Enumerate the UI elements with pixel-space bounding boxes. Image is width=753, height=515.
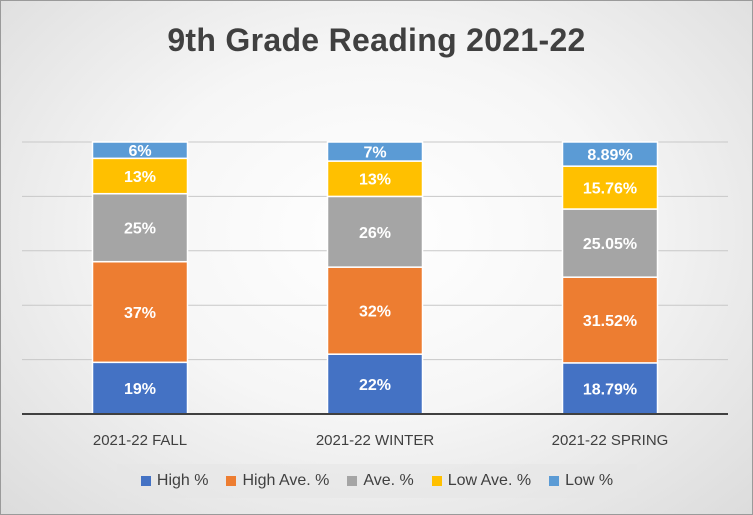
legend: High % High Ave. % Ave. % Low Ave. % Low % (117, 464, 637, 498)
data-label: 18.79% (583, 381, 637, 398)
bar-segment (561, 208, 659, 278)
data-label: 32% (359, 304, 391, 321)
bar-segment (561, 276, 659, 364)
chart-title: 9th Grade Reading 2021-22 (167, 22, 586, 58)
bar-segment (91, 157, 189, 195)
legend-label: Low % (565, 472, 614, 489)
legend-item: High % (140, 472, 209, 490)
x-tick-label: 2021-22 SPRING (552, 432, 669, 449)
legend-swatch (347, 476, 358, 486)
legend-item: High Ave. % (226, 472, 329, 490)
bar-segment (91, 141, 189, 160)
bar-segment (91, 260, 189, 364)
legend-swatch (140, 476, 151, 486)
legend-item: Low % (549, 472, 613, 490)
data-label: 25% (124, 221, 156, 238)
legend-label: High Ave. % (242, 472, 330, 489)
data-label: 26% (359, 225, 391, 242)
legend-swatch (226, 476, 237, 486)
data-label: 25.05% (583, 236, 637, 253)
x-tick-label: 2021-22 FALL (93, 432, 187, 449)
data-label: 13% (359, 172, 391, 189)
legend-swatch (549, 476, 560, 486)
data-label: 22% (359, 377, 391, 394)
legend-label: Low Ave. % (447, 472, 532, 489)
data-label: 31.52% (583, 313, 637, 330)
data-label: 7% (363, 145, 386, 162)
data-label: 8.89% (587, 147, 632, 164)
legend-item: Low Ave. % (431, 472, 532, 490)
bar-segment (561, 141, 659, 167)
bar-segment (326, 141, 424, 162)
legend-label: Ave. % (363, 472, 414, 489)
data-label: 15.76% (583, 181, 637, 198)
data-label: 6% (128, 143, 151, 160)
data-label: 19% (124, 381, 156, 398)
x-tick-label: 2021-22 WINTER (316, 432, 435, 449)
data-label: 37% (124, 305, 156, 322)
legend-swatch (431, 476, 442, 486)
bar-segment (561, 165, 659, 210)
bar-segment (561, 362, 659, 415)
legend-label: High % (156, 472, 209, 489)
legend-item: Ave. % (347, 472, 414, 490)
data-label: 13% (124, 169, 156, 186)
bar-segment (91, 192, 189, 263)
